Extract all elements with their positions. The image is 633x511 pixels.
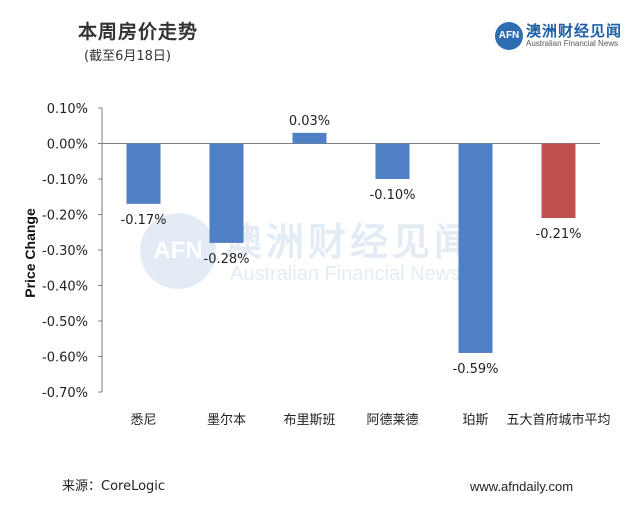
chart-title: 本周房价走势	[78, 21, 199, 43]
data-label: 0.03%	[289, 114, 330, 129]
y-tick-label: 0.10%	[47, 102, 88, 117]
y-tick-label: -0.10%	[42, 173, 88, 188]
y-axis-title: Price Change	[22, 208, 38, 298]
afn-logo-name-en: Australian Financial News	[526, 39, 619, 48]
chart-subtitle: (截至6月18日)	[84, 49, 171, 64]
category-label: 珀斯	[462, 413, 488, 428]
bar-1	[209, 143, 244, 243]
y-tick-label: -0.30%	[42, 244, 88, 259]
data-label: -0.28%	[204, 252, 250, 267]
category-label: 布里斯班	[283, 413, 335, 428]
afn-logo: AFN 澳洲财经见闻 Australian Financial News	[495, 22, 625, 50]
data-label: -0.59%	[453, 362, 499, 377]
bar-0	[126, 143, 161, 204]
category-label: 五大首府城市平均	[506, 412, 610, 428]
afn-logo-mark: AFN	[495, 22, 523, 50]
category-label: 墨尔本	[207, 413, 246, 428]
category-label: 悉尼	[130, 413, 156, 428]
y-tick-label: -0.40%	[42, 280, 88, 295]
y-tick-label: -0.70%	[42, 386, 88, 401]
y-tick-label: 0.00%	[47, 138, 88, 153]
afn-logo-name-cn: 澳洲财经见闻	[526, 22, 623, 40]
data-label: -0.21%	[536, 227, 582, 242]
bar-2	[292, 132, 327, 144]
bar-3	[375, 143, 410, 179]
bar-4	[458, 143, 493, 353]
website-url[interactable]: www.afndaily.com	[470, 479, 574, 494]
category-label: 阿德莱德	[366, 413, 418, 428]
data-label: -0.17%	[121, 213, 167, 228]
source-note: 来源：CoreLogic	[62, 479, 166, 494]
bar-5	[541, 143, 576, 219]
data-label: -0.10%	[370, 188, 416, 203]
y-tick-label: -0.50%	[42, 315, 88, 330]
y-tick-label: -0.20%	[42, 209, 88, 224]
y-tick-label: -0.60%	[42, 351, 88, 366]
